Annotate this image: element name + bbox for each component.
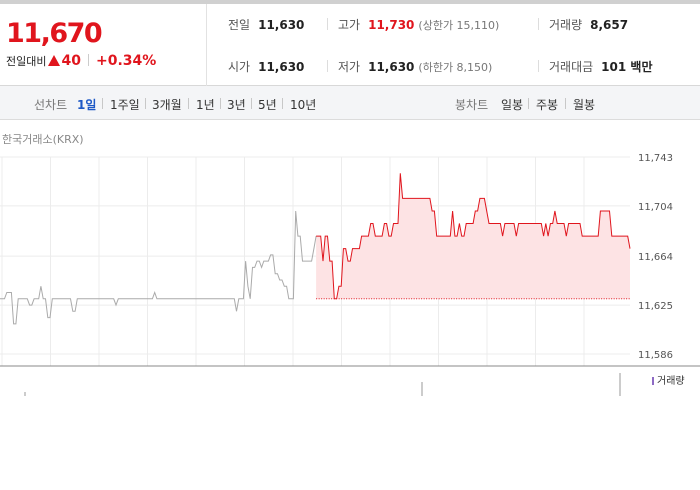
change-amount: 40 xyxy=(61,53,81,69)
stat-label: 고가 xyxy=(338,18,361,32)
divider xyxy=(327,18,328,30)
volume-legend-swatch xyxy=(652,377,654,385)
tab-1d[interactable]: 1일 xyxy=(77,98,97,112)
stat-label: 시가 xyxy=(228,60,251,74)
y-tick-label: 11,743 xyxy=(638,153,673,164)
divider xyxy=(538,60,539,72)
tab-daily[interactable]: 일봉 xyxy=(501,98,524,112)
tab-divider xyxy=(565,98,566,109)
stat-value: 11,630 xyxy=(368,60,415,74)
divider xyxy=(327,60,328,72)
stat-value: 11,630 xyxy=(258,18,305,32)
tab-divider xyxy=(145,98,146,109)
tab-divider xyxy=(251,98,252,109)
stat-label: 전일 xyxy=(228,18,251,32)
price-box: 11,670 전일대비 40 +0.34% xyxy=(0,4,207,86)
tab-5y[interactable]: 5년 xyxy=(258,98,277,112)
quote-summary: 11,670 전일대비 40 +0.34% 전일 11,630 고가 11,730 (상한… xyxy=(0,4,700,86)
divider xyxy=(538,18,539,30)
change-percent: +0.34% xyxy=(95,53,157,69)
up-triangle-icon xyxy=(48,55,61,66)
tab-3y[interactable]: 3년 xyxy=(227,98,246,112)
tab-divider xyxy=(282,98,283,109)
y-tick-label: 11,586 xyxy=(638,350,673,361)
stat-sub: (하한가 8,150) xyxy=(418,61,493,74)
volume-legend: 거래량 xyxy=(652,372,685,387)
stat-label: 거래량 xyxy=(549,18,583,32)
y-tick-label: 11,625 xyxy=(638,301,673,312)
tab-10y[interactable]: 10년 xyxy=(290,98,317,112)
price-area-fill xyxy=(316,173,630,299)
stat-value: 101 백만 xyxy=(601,60,653,74)
line-chart-label: 선차트 xyxy=(34,98,68,112)
tab-1y[interactable]: 1년 xyxy=(196,98,215,112)
stat-label: 거래대금 xyxy=(549,60,594,74)
change-row: 전일대비 40 +0.34% xyxy=(6,53,156,69)
tab-divider xyxy=(220,98,221,109)
stat-volume: 거래량 8,657 xyxy=(549,16,628,33)
stat-low: 저가 11,630 (하한가 8,150) xyxy=(338,58,492,75)
stat-sub: (상한가 15,110) xyxy=(418,19,500,32)
top-border xyxy=(0,0,700,4)
stat-prev-close: 전일 11,630 xyxy=(228,16,304,33)
tab-monthly[interactable]: 월봉 xyxy=(573,98,596,112)
change-label: 전일대비 xyxy=(6,55,47,68)
tab-1w[interactable]: 1주일 xyxy=(110,98,140,112)
tab-divider xyxy=(188,98,189,109)
stat-high: 고가 11,730 (상한가 15,110) xyxy=(338,16,499,33)
price-line xyxy=(316,173,631,300)
tab-weekly[interactable]: 주봉 xyxy=(536,98,559,112)
change-divider xyxy=(87,54,89,66)
tab-divider xyxy=(102,98,103,109)
stat-value: 11,730 xyxy=(368,18,415,32)
data-source: 한국거래소(KRX) xyxy=(2,133,84,146)
candle-chart-label: 봉차트 xyxy=(455,98,489,112)
y-tick-label: 11,664 xyxy=(638,252,673,263)
chart-tab-bar: 선차트 1일 1주일 3개월 1년 3년 5년 10년 봉차트 일봉 주봉 월봉 xyxy=(0,86,700,120)
price-chart: 11,743 11,704 11,664 11,625 11,586 xyxy=(0,153,700,396)
volume-legend-text: 거래량 xyxy=(657,376,685,387)
stat-open: 시가 11,630 xyxy=(228,58,304,75)
current-price: 11,670 xyxy=(6,18,103,49)
tab-divider xyxy=(528,98,529,109)
stat-value: 11,630 xyxy=(258,60,305,74)
tab-3m[interactable]: 3개월 xyxy=(152,98,182,112)
stat-amount: 거래대금 101 백만 xyxy=(549,58,652,75)
y-tick-label: 11,704 xyxy=(638,202,673,213)
pre-session-line xyxy=(0,210,317,325)
stat-label: 저가 xyxy=(338,60,361,74)
stat-value: 8,657 xyxy=(590,18,629,32)
